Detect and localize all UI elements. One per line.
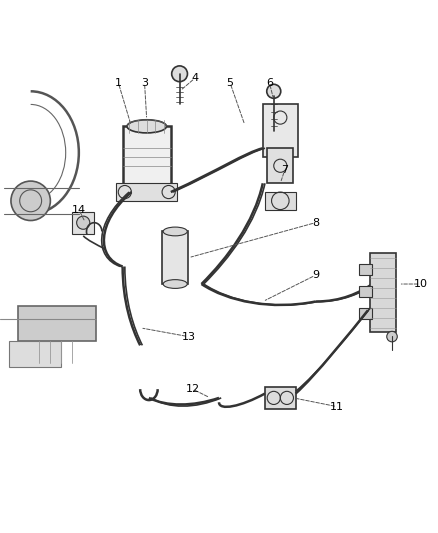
Ellipse shape	[163, 227, 187, 236]
Bar	[18, 306, 96, 341]
Circle shape	[387, 332, 397, 342]
Text: 7: 7	[281, 165, 288, 175]
Circle shape	[172, 66, 187, 82]
Bar	[162, 231, 188, 284]
Text: 11: 11	[330, 402, 344, 411]
Text: 12: 12	[186, 384, 200, 394]
Text: 13: 13	[181, 332, 195, 342]
Text: 3: 3	[141, 77, 148, 87]
Bar	[359, 286, 372, 297]
Bar	[265, 387, 296, 409]
Bar	[265, 192, 296, 209]
Bar	[116, 183, 177, 201]
Bar	[370, 253, 396, 332]
Bar	[72, 212, 94, 233]
Text: 10: 10	[413, 279, 427, 289]
Bar	[9, 341, 61, 367]
Text: 8: 8	[312, 217, 319, 228]
Circle shape	[77, 216, 90, 229]
Text: 9: 9	[312, 270, 319, 280]
Text: 14: 14	[72, 205, 86, 215]
Ellipse shape	[127, 120, 166, 133]
Ellipse shape	[163, 280, 187, 288]
Bar	[359, 264, 372, 275]
Bar	[123, 126, 171, 192]
Bar	[263, 104, 298, 157]
Bar	[359, 308, 372, 319]
Text: 1: 1	[115, 77, 122, 87]
Bar	[267, 148, 293, 183]
Text: 4: 4	[191, 73, 198, 83]
Text: 5: 5	[226, 77, 233, 87]
Circle shape	[267, 84, 281, 98]
Text: 6: 6	[266, 77, 273, 87]
Circle shape	[11, 181, 50, 221]
